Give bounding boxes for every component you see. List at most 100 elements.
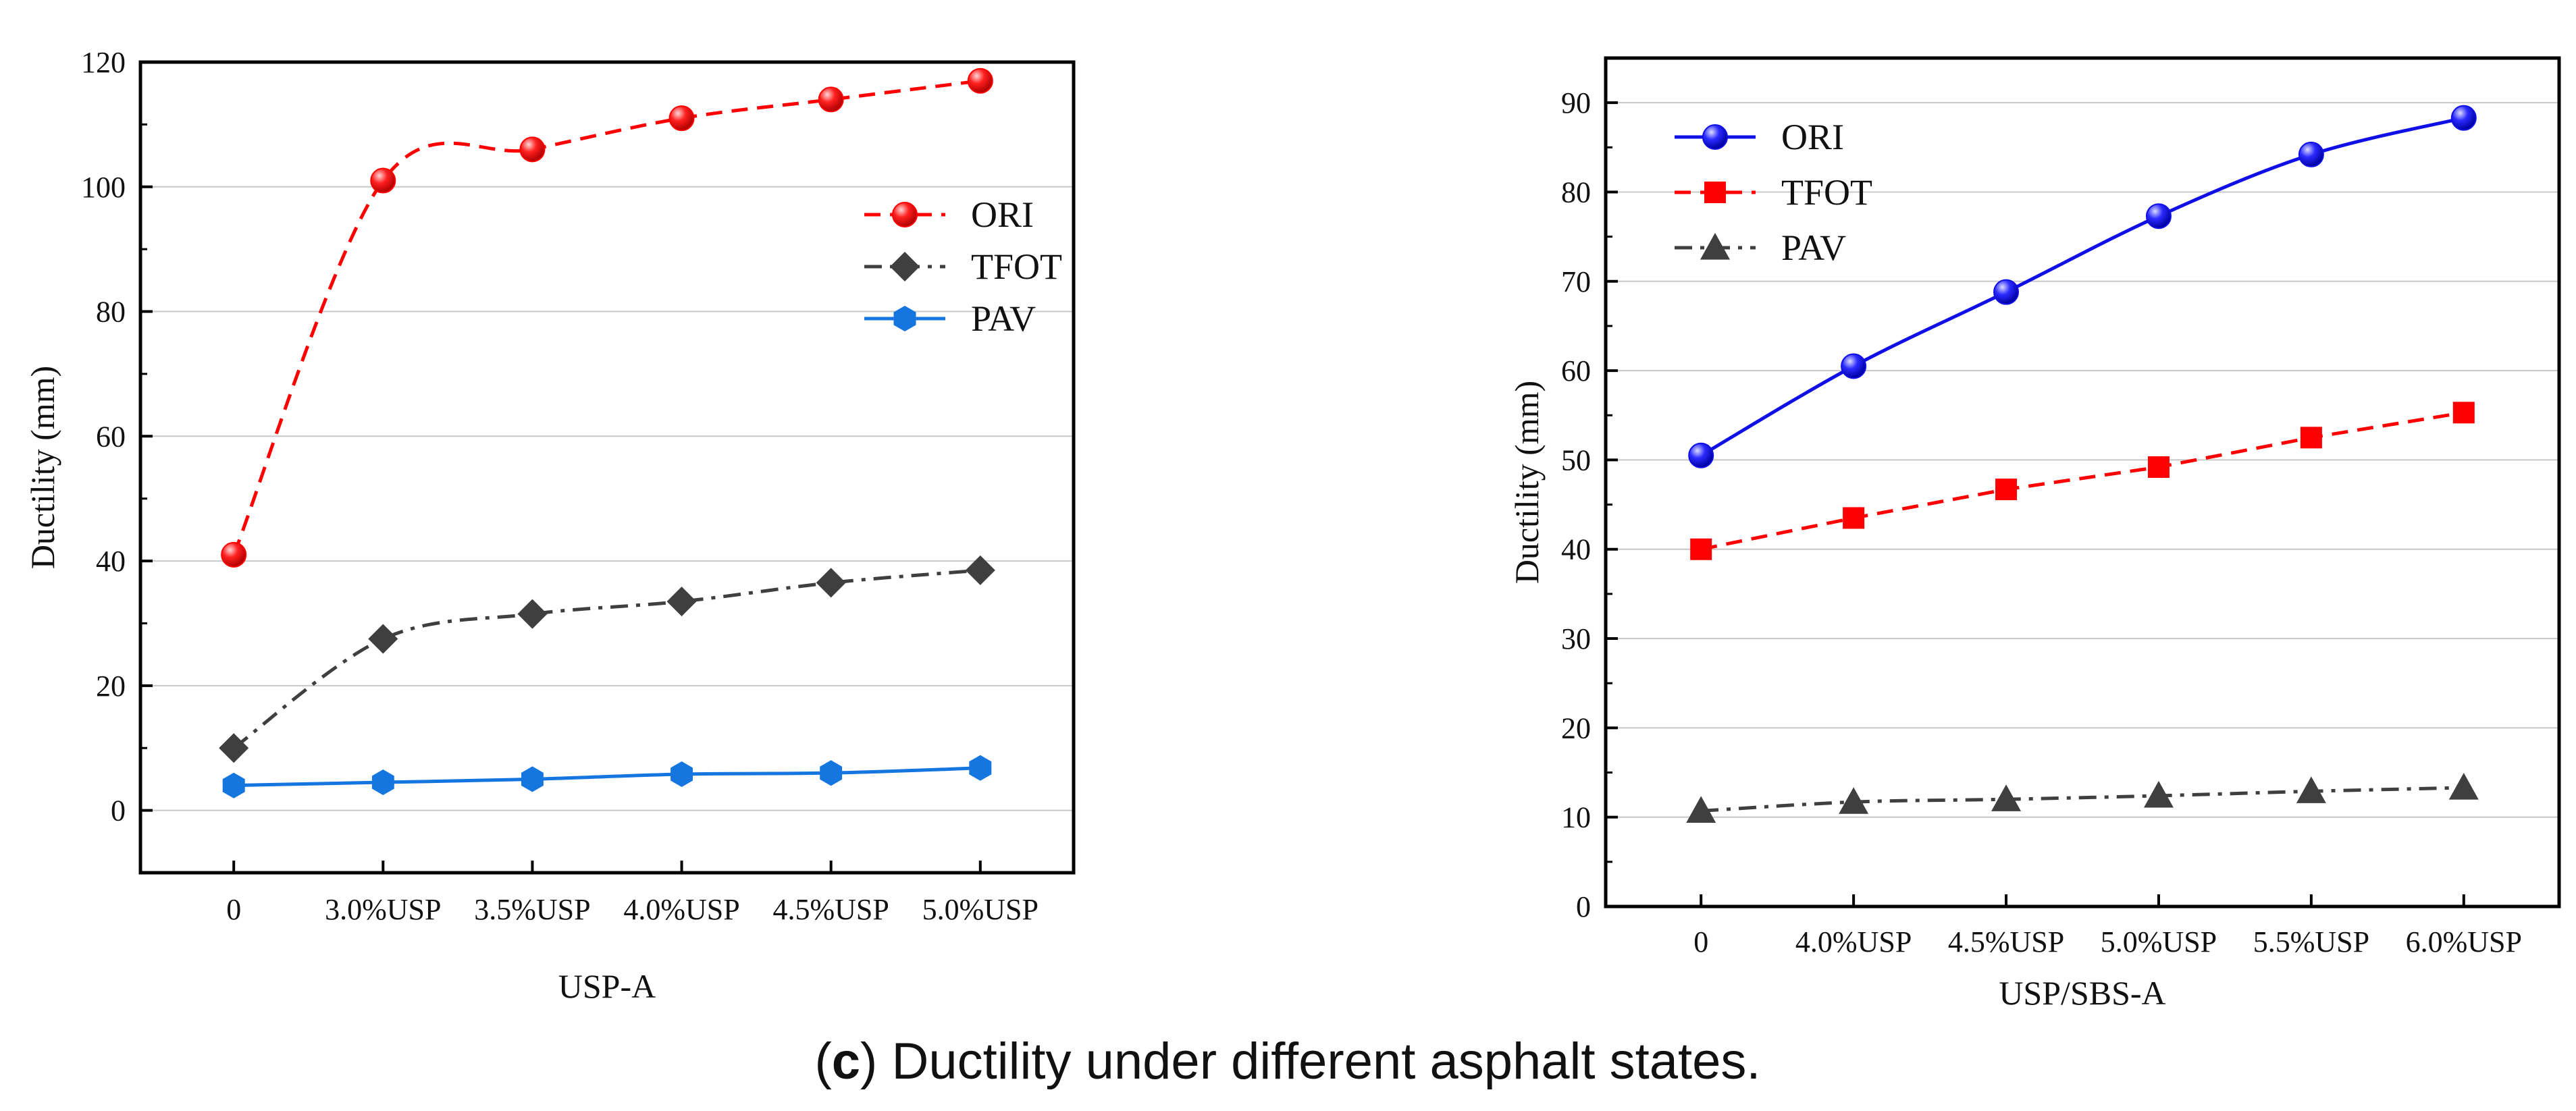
- data-point-tfot: [2300, 427, 2322, 449]
- chart-usp-a: 0 20 40 60 80 100 120 0 3.0%USP 3.5%USP 4.0%USP 4.…: [24, 46, 1076, 1005]
- legend-label-pav: PAV: [971, 298, 1036, 339]
- y-axis-title: Ductility (mm): [24, 366, 61, 569]
- data-point-ori: [668, 105, 695, 132]
- caption-text: ) Ductility under different asphalt stat…: [860, 1033, 1761, 1090]
- data-point-ori: [818, 86, 844, 113]
- data-point-ori: [1688, 442, 1714, 468]
- x-tick-label: 6.0%USP: [2406, 925, 2522, 958]
- y-axis-ticks: 0 20 40 60 80 100 120: [81, 46, 153, 828]
- data-point-pav: [371, 769, 394, 795]
- data-point-ori: [1993, 279, 2020, 305]
- series-line-pav: [1701, 786, 2464, 813]
- x-axis-title: USP-A: [558, 967, 656, 1005]
- y-tick-label: 0: [1576, 890, 1591, 923]
- x-axis-ticks: 0 3.0%USP 3.5%USP 4.0%USP 4.5%USP 5.0%USP: [226, 861, 1039, 926]
- y-axis-ticks: 0 10 20 30 40 50 60 70 80 90: [1561, 86, 1618, 923]
- y-tick-label: 40: [1561, 533, 1591, 566]
- y-axis-title: Ductility (mm): [1508, 381, 1546, 584]
- data-point-pav: [969, 755, 992, 781]
- data-point-pav: [1991, 784, 2022, 811]
- legend-marker-ori: [1702, 124, 1728, 150]
- data-point-tfot: [1690, 538, 1712, 560]
- data-point-tfot: [666, 587, 697, 617]
- y-tick-label: 60: [96, 420, 126, 453]
- x-tick-label: 3.0%USP: [325, 893, 441, 926]
- gridlines: [1606, 102, 2559, 907]
- y-tick-label: 90: [1561, 86, 1591, 119]
- y-tick-label: 0: [111, 794, 126, 828]
- x-tick-label: 0: [1693, 925, 1708, 958]
- data-point-pav: [820, 760, 843, 786]
- legend-label-ori: ORI: [1781, 117, 1844, 157]
- legend: ORI TFOT PAV: [864, 194, 1062, 339]
- x-tick-label: 5.5%USP: [2253, 925, 2369, 958]
- legend: ORI TFOT PAV: [1675, 117, 1872, 268]
- data-point-ori: [2450, 105, 2477, 131]
- data-point-pav: [222, 772, 245, 798]
- y-tick-label: 60: [1561, 354, 1591, 387]
- data-point-tfot: [517, 599, 548, 629]
- legend-label-tfot: TFOT: [971, 246, 1062, 287]
- figure-caption: (c) Ductility under different asphalt st…: [814, 1033, 1760, 1090]
- legend-label-ori: ORI: [971, 194, 1034, 235]
- legend-marker-tfot: [890, 252, 920, 281]
- legend-label-tfot: TFOT: [1781, 172, 1872, 213]
- y-tick-label: 50: [1561, 443, 1591, 477]
- series-line-ori: [1700, 116, 2465, 457]
- data-point-pav: [2296, 776, 2326, 803]
- legend-marker-pav: [1700, 233, 1730, 260]
- series-line-pav: [234, 766, 980, 788]
- data-point-tfot: [816, 568, 846, 598]
- data-point-tfot: [219, 733, 249, 763]
- data-point-pav: [1686, 796, 1716, 823]
- x-tick-label: 5.0%USP: [2101, 925, 2217, 958]
- data-point-tfot: [2452, 402, 2475, 424]
- data-point-pav: [671, 761, 693, 787]
- data-point-ori: [2298, 141, 2324, 167]
- data-point-tfot: [965, 555, 995, 585]
- chart-usp-sbs-a: 0 10 20 30 40 50 60 70 80 90 0 4.0%USP 4.5%USP 5.0%U…: [1508, 56, 2561, 1012]
- caption-letter: c: [832, 1033, 860, 1090]
- series-lines: [232, 79, 981, 788]
- y-tick-label: 10: [1561, 801, 1591, 834]
- x-tick-label: 3.5%USP: [474, 893, 590, 926]
- caption-open: (: [814, 1033, 831, 1090]
- x-tick-label: 4.0%USP: [623, 893, 739, 926]
- data-point-tfot: [1995, 479, 2018, 501]
- legend-marker-pav: [893, 306, 916, 331]
- series-markers: [219, 67, 995, 798]
- y-tick-label: 100: [81, 171, 126, 204]
- y-tick-label: 20: [96, 670, 126, 703]
- data-point-pav: [521, 766, 544, 792]
- y-tick-label: 120: [81, 46, 126, 79]
- data-point-ori: [519, 136, 546, 163]
- data-point-ori: [221, 541, 247, 568]
- y-tick-label: 30: [1561, 622, 1591, 655]
- legend-marker-tfot: [1704, 182, 1726, 203]
- series-markers: [1686, 105, 2479, 823]
- data-point-pav: [1839, 787, 1869, 814]
- data-point-tfot: [1843, 507, 1865, 529]
- x-tick-label: 4.5%USP: [772, 893, 889, 926]
- data-point-ori: [967, 67, 993, 94]
- data-point-pav: [2143, 780, 2174, 808]
- series-lines: [1700, 116, 2465, 813]
- y-tick-label: 20: [1561, 711, 1591, 744]
- x-axis-title: USP/SBS-A: [1999, 974, 2165, 1012]
- plot-frame: [138, 60, 1076, 875]
- data-point-ori: [2145, 203, 2172, 229]
- gridlines: [140, 61, 1074, 811]
- series-line-tfot: [1700, 410, 2465, 551]
- y-tick-label: 80: [96, 296, 126, 329]
- data-point-pav: [2448, 773, 2479, 800]
- legend-label-pav: PAV: [1781, 227, 1846, 268]
- data-point-ori: [370, 167, 396, 194]
- x-tick-label: 5.0%USP: [922, 893, 1039, 926]
- y-tick-label: 80: [1561, 175, 1591, 209]
- y-tick-label: 70: [1561, 265, 1591, 298]
- x-tick-label: 4.0%USP: [1795, 925, 1912, 958]
- legend-marker-ori: [892, 202, 918, 227]
- plot-frame: [1604, 56, 2561, 909]
- data-point-ori: [1841, 353, 1867, 379]
